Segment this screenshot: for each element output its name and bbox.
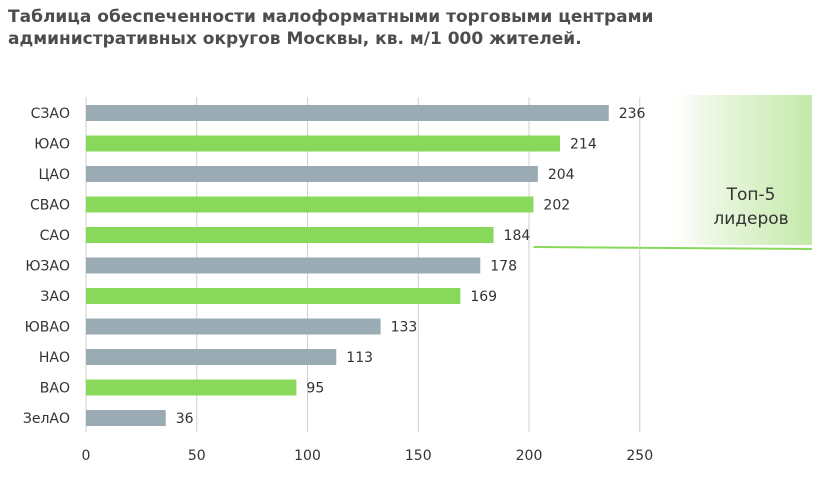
value-label: 204 bbox=[548, 167, 575, 183]
category-label: ЮВАО bbox=[25, 320, 70, 336]
top5-annotation: Топ-5 лидеров bbox=[713, 185, 788, 229]
value-label: 236 bbox=[619, 106, 646, 122]
category-label: ЦАО bbox=[39, 167, 70, 183]
value-label: 169 bbox=[470, 289, 497, 305]
bar-8 bbox=[86, 318, 381, 335]
category-label: ЮЗАО bbox=[25, 259, 70, 275]
bar-4 bbox=[86, 196, 534, 213]
bar-5 bbox=[86, 227, 494, 243]
category-label: СЗАО bbox=[31, 106, 70, 122]
value-label: 36 bbox=[176, 411, 194, 427]
value-label: 178 bbox=[490, 259, 517, 275]
x-tick-label: 150 bbox=[405, 448, 432, 464]
category-label: ЗАО bbox=[40, 289, 70, 305]
category-label: ВАО bbox=[40, 381, 70, 397]
chart-title: Таблица обеспеченности малоформатными то… bbox=[8, 7, 654, 49]
bar-10 bbox=[86, 379, 297, 396]
value-label: 214 bbox=[570, 137, 597, 153]
value-label: 95 bbox=[306, 381, 324, 397]
category-label: САО bbox=[40, 228, 70, 244]
bar-2 bbox=[86, 135, 561, 152]
x-tick-label: 200 bbox=[516, 448, 543, 464]
x-tick-label: 250 bbox=[626, 448, 653, 464]
bar-3 bbox=[86, 166, 538, 182]
category-label: СВАО bbox=[30, 198, 70, 214]
bar-1 bbox=[86, 105, 609, 121]
value-label: 113 bbox=[346, 350, 373, 366]
value-label: 202 bbox=[543, 198, 570, 214]
top5-divider-line bbox=[533, 246, 813, 250]
category-label: НАО bbox=[39, 350, 70, 366]
x-tick-label: 50 bbox=[188, 448, 206, 464]
bar-6 bbox=[86, 257, 481, 274]
value-label: 133 bbox=[391, 320, 418, 336]
value-label: 184 bbox=[504, 228, 531, 244]
bar-11 bbox=[86, 410, 166, 426]
bar-9 bbox=[86, 349, 337, 365]
category-label: ЗелАО bbox=[23, 411, 70, 427]
bar-7 bbox=[86, 288, 461, 304]
x-tick-label: 100 bbox=[294, 448, 321, 464]
x-tick-label: 0 bbox=[82, 448, 91, 464]
category-label: ЮАО bbox=[34, 137, 70, 153]
top5-highlight-region bbox=[658, 95, 812, 245]
